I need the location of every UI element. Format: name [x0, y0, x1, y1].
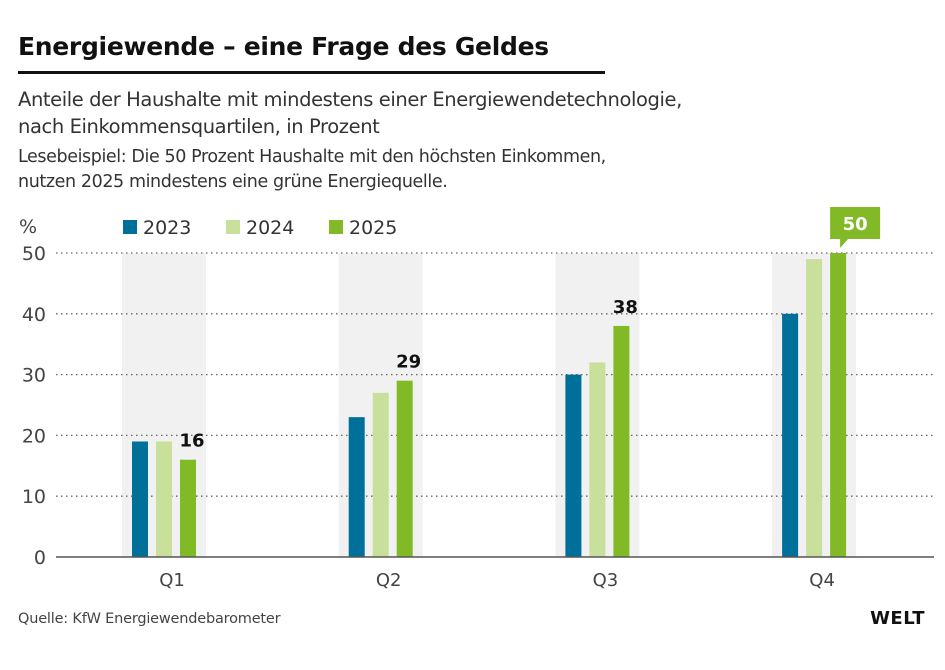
- note-line-2: nutzen 2025 mindestens eine grüne Energi…: [18, 172, 448, 192]
- data-label-q4: 50: [843, 214, 868, 235]
- y-tick-label-0: 0: [34, 547, 46, 569]
- category-bands: [122, 253, 857, 557]
- legend-item-2025: 2025: [329, 217, 397, 239]
- bar-q3-2025: [613, 325, 630, 557]
- bar-q1-2024: [156, 441, 172, 557]
- bar-q2-2025: [396, 380, 413, 557]
- legend-item-2024: 2024: [226, 217, 294, 239]
- chart-title: Energiewende – eine Frage des Geldes: [18, 32, 549, 61]
- y-tick-label-50: 50: [22, 243, 46, 265]
- bar-q4-2025: [830, 253, 847, 557]
- legend-swatch-2025: [329, 220, 343, 234]
- chart-subtitle: Anteile der Haushalte mit mindestens ein…: [18, 86, 682, 140]
- x-tick-label-q3: Q3: [593, 570, 619, 591]
- source-note: Quelle: KfW Energiewendebarometer: [18, 611, 281, 627]
- bars: [132, 253, 847, 557]
- bar-q2-2023: [348, 417, 365, 557]
- bar-q4-2023: [782, 313, 799, 557]
- gridlines: [56, 252, 934, 497]
- bar-q3-2023: [565, 374, 582, 557]
- callout-box: [830, 207, 881, 248]
- data-label-q2: 29: [396, 352, 421, 373]
- legend-label-2023: 2023: [143, 217, 191, 239]
- bar-q3-2024: [589, 362, 606, 557]
- subtitle-line-1: Anteile der Haushalte mit mindestens ein…: [18, 88, 682, 111]
- bar-q4-2024: [806, 259, 823, 557]
- legend-swatch-2024: [226, 220, 240, 234]
- reading-example-note: Lesebeispiel: Die 50 Prozent Haushalte m…: [18, 145, 606, 195]
- data-labels: 16 29 38 50: [179, 207, 881, 452]
- y-tick-label-10: 10: [22, 486, 46, 508]
- y-tick-label-20: 20: [22, 425, 46, 447]
- bar-q2-2024: [372, 392, 389, 557]
- x-axis: Q1 Q2 Q3 Q4: [56, 556, 934, 591]
- legend-label-2025: 2025: [349, 217, 397, 239]
- callout-q4: 50: [830, 207, 881, 248]
- y-tick-label-40: 40: [22, 304, 46, 326]
- bar-q1-2025: [180, 459, 196, 557]
- x-tick-label-q1: Q1: [159, 570, 185, 591]
- welt-logo: WELT: [870, 608, 925, 629]
- legend-label-2024: 2024: [246, 217, 294, 239]
- y-axis-unit-label: %: [19, 216, 37, 238]
- legend-swatch-2023: [123, 220, 137, 234]
- title-underline: [18, 71, 605, 74]
- x-tick-label-q4: Q4: [809, 570, 835, 591]
- bar-q1-2023: [132, 441, 148, 557]
- y-axis: 0 10 20 30 40 50%: [19, 216, 46, 569]
- legend: 2023 2024 2025: [123, 217, 397, 239]
- legend-item-2023: 2023: [123, 217, 191, 239]
- y-tick-label-30: 30: [22, 365, 46, 387]
- data-label-q1: 16: [179, 431, 204, 452]
- data-label-q3: 38: [613, 297, 638, 318]
- note-line-1: Lesebeispiel: Die 50 Prozent Haushalte m…: [18, 147, 606, 167]
- subtitle-line-2: nach Einkommensquartilen, in Prozent: [18, 115, 380, 138]
- x-tick-label-q2: Q2: [376, 570, 402, 591]
